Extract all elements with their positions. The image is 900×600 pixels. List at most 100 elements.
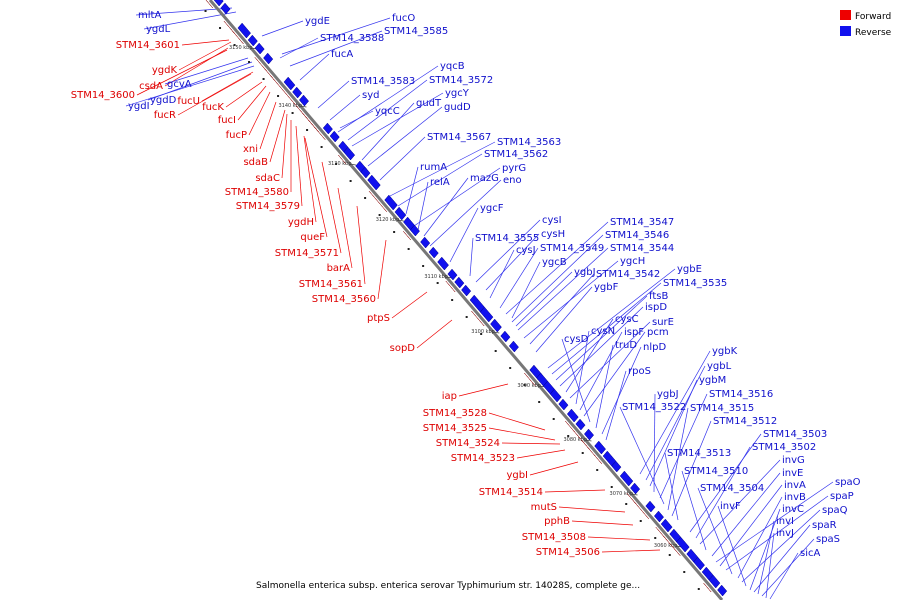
reverse-gene-label: rpoS xyxy=(628,366,651,377)
forward-gene-connector xyxy=(544,489,606,493)
legend-forward-label: Forward xyxy=(855,12,891,22)
backbone-marker xyxy=(204,10,207,12)
reverse-gene-connector xyxy=(561,338,591,423)
reverse-gene-label: STM14_3502 xyxy=(752,442,816,453)
forward-gene-connector xyxy=(269,109,286,163)
legend-forward-swatch xyxy=(840,10,851,20)
forward-gene-label: STM14_3600 xyxy=(71,90,135,101)
reverse-gene-connector xyxy=(351,92,444,147)
forward-gene-connector xyxy=(237,85,267,121)
backbone-marker xyxy=(335,163,338,165)
reverse-gene-connector xyxy=(737,496,783,579)
backbone-marker xyxy=(523,384,526,386)
reverse-gene-label: surE xyxy=(652,317,674,328)
reverse-gene-block xyxy=(254,42,265,55)
reverse-gene-connector xyxy=(339,110,374,129)
reverse-gene-label: STM14_3503 xyxy=(763,429,827,440)
reverse-gene-label: yqcB xyxy=(440,61,465,72)
forward-gene-block xyxy=(205,0,214,9)
reverse-gene-connector xyxy=(289,30,383,67)
reverse-gene-connector xyxy=(769,552,799,600)
reverse-gene-connector xyxy=(681,470,707,551)
map-caption: Salmonella enterica subsp. enterica sero… xyxy=(256,581,640,591)
reverse-gene-block xyxy=(611,460,622,473)
reverse-gene-label: STM14_3549 xyxy=(540,243,604,254)
forward-gene-label: pphB xyxy=(544,516,570,527)
reverse-gene-label: gudT xyxy=(416,98,442,109)
reverse-gene-connector xyxy=(757,520,775,595)
reverse-gene-connector xyxy=(761,538,815,597)
forward-gene-connector xyxy=(136,49,228,96)
genome-backbone xyxy=(208,0,724,600)
reverse-gene-label: STM14_3544 xyxy=(610,243,674,254)
reverse-gene-label: invE xyxy=(782,468,803,479)
reverse-gene-connector xyxy=(329,94,361,121)
forward-gene-connector xyxy=(587,536,651,541)
reverse-gene-label: relA xyxy=(430,177,450,188)
reverse-gene-label: yqcC xyxy=(375,106,400,117)
backbone-marker xyxy=(567,435,570,437)
reverse-gene-connector xyxy=(281,17,391,55)
reverse-gene-label: STM14_3546 xyxy=(605,230,669,241)
forward-gene-label: STM14_3571 xyxy=(275,248,339,259)
reverse-gene-connector xyxy=(649,379,698,487)
reverse-gene-connector xyxy=(361,102,415,161)
forward-gene-connector xyxy=(501,442,561,445)
reverse-gene-block xyxy=(508,340,519,353)
reverse-gene-label: ygbK xyxy=(712,346,738,357)
forward-gene-label: STM14_3524 xyxy=(436,438,500,449)
forward-gene-label: STM14_3528 xyxy=(423,408,487,419)
reverse-gene-label: STM14_3567 xyxy=(427,132,491,143)
forward-gene-connector xyxy=(571,520,634,526)
reverse-gene-label: spaR xyxy=(812,520,837,531)
reverse-gene-label: gudD xyxy=(444,102,471,113)
reverse-gene-block xyxy=(299,94,309,107)
reverse-gene-label: STM14_3588 xyxy=(320,33,384,44)
reverse-gene-block xyxy=(409,224,420,237)
forward-gene-connector xyxy=(516,449,566,459)
backbone-marker xyxy=(465,316,468,318)
forward-gene-label: ygdH xyxy=(288,217,314,228)
backbone-marker xyxy=(581,452,584,454)
reverse-gene-label: spaP xyxy=(830,491,854,502)
reverse-gene-connector xyxy=(583,331,646,417)
forward-gene-block xyxy=(585,444,596,457)
reverse-gene-label: STM14_3563 xyxy=(497,137,561,148)
reverse-gene-label: truD xyxy=(615,340,637,351)
forward-gene-connector xyxy=(601,549,661,553)
forward-gene-connector xyxy=(321,161,342,254)
reverse-gene-block xyxy=(653,510,664,523)
reverse-gene-label: spaQ xyxy=(822,505,848,516)
reverse-gene-label: ygbL xyxy=(707,361,732,372)
forward-gene-label: STM14_3601 xyxy=(116,40,180,51)
forward-gene-connector xyxy=(259,101,277,150)
backbone-marker xyxy=(233,44,236,46)
reverse-gene-label: cysI xyxy=(542,215,562,226)
reverse-gene-block xyxy=(454,276,465,289)
forward-gene-connector xyxy=(416,319,453,349)
forward-gene-label: ygdK xyxy=(152,65,178,76)
reverse-gene-connector xyxy=(565,318,614,393)
reverse-gene-connector xyxy=(397,153,483,207)
forward-gene-connector xyxy=(225,81,263,108)
tick-mark xyxy=(585,439,592,442)
reverse-gene-connector xyxy=(575,330,590,405)
genome-axis-line xyxy=(208,0,724,600)
reverse-gene-label: ygcH xyxy=(620,256,645,267)
reverse-gene-block xyxy=(575,418,586,431)
reverse-gene-block xyxy=(619,470,634,487)
backbone-marker xyxy=(378,214,381,216)
forward-gene-connector xyxy=(248,91,271,136)
forward-gene-label: ptpS xyxy=(367,313,390,324)
forward-gene-label: STM14_3561 xyxy=(299,279,363,290)
reverse-gene-label: invB xyxy=(784,492,806,503)
backbone-marker xyxy=(552,418,555,420)
forward-gene-label: STM14_3506 xyxy=(536,547,600,558)
backbone-marker xyxy=(668,554,671,556)
reverse-gene-block xyxy=(645,500,656,513)
forward-gene-connector xyxy=(181,39,230,46)
reverse-gene-block xyxy=(566,408,579,423)
forward-gene-connector xyxy=(558,506,626,513)
reverse-gene-connector xyxy=(429,179,502,247)
tick-mark xyxy=(493,331,500,334)
